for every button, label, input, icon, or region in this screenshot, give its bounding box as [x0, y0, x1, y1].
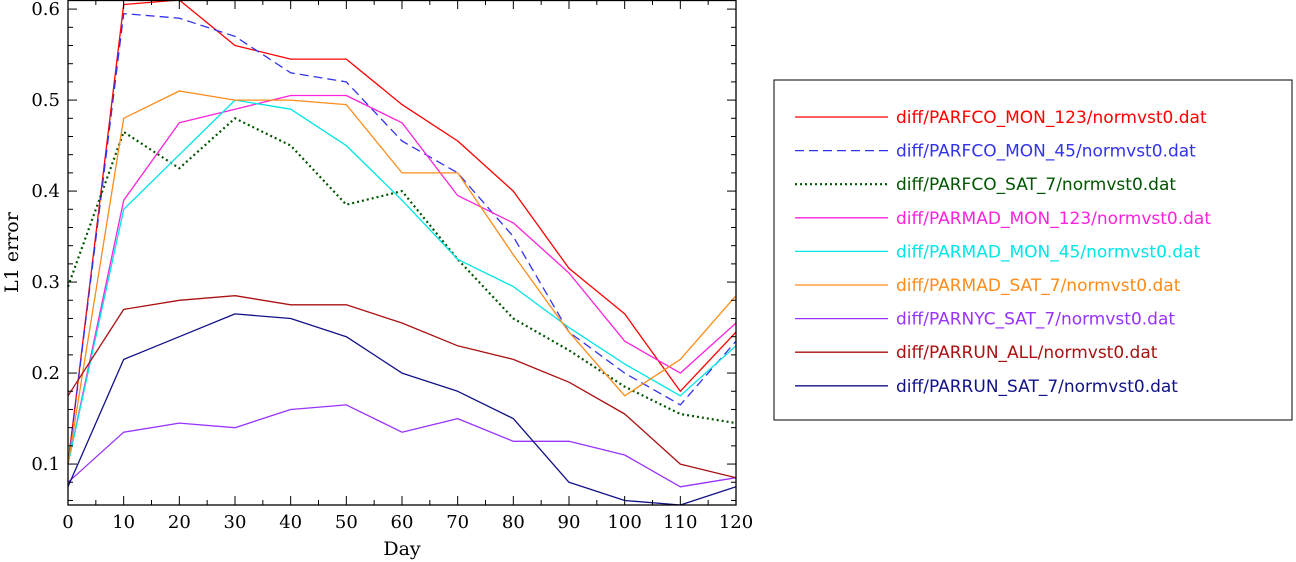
x-tick-label: 60 [391, 512, 414, 533]
x-axis-title: Day [383, 538, 421, 560]
y-tick-label: 0.3 [31, 272, 60, 293]
series-line-5 [67, 99, 737, 465]
y-tick-label: 0.2 [31, 363, 60, 384]
series-line-3 [66, 117, 737, 425]
x-tick-label: 90 [558, 512, 581, 533]
legend-label: diff/PARMAD_SAT_7/normvst0.dat [896, 276, 1181, 296]
x-tick-label: 110 [663, 512, 697, 533]
legend-entry: diff/PARRUN_ALL/normvst0.dat [795, 343, 1158, 363]
x-tick-label: 70 [446, 512, 469, 533]
series-line-6 [67, 90, 737, 465]
y-tick-label: 0.6 [31, 0, 60, 20]
series-line-7 [67, 404, 737, 488]
x-tick-label: 50 [335, 512, 358, 533]
x-tick-label: 30 [224, 512, 247, 533]
x-tick-labels: 0 10 20 30 40 50 60 70 80 90 100 110 120 [62, 512, 753, 533]
legend-label: diff/PARFCO_MON_45/normvst0.dat [896, 142, 1196, 162]
legend-label: diff/PARFCO_MON_123/normvst0.dat [896, 108, 1207, 128]
x-tick-label: 0 [62, 512, 73, 533]
legend-entry: diff/PARFCO_MON_45/normvst0.dat [795, 142, 1196, 162]
legend-entry: diff/PARFCO_SAT_7/normvst0.dat [795, 175, 1176, 195]
y-tick-label: 0.5 [31, 90, 60, 111]
x-tick-label: 40 [279, 512, 302, 533]
y-tick-label: 0.1 [31, 454, 60, 475]
legend-entry: diff/PARNYC_SAT_7/normvst0.dat [795, 310, 1175, 330]
legend-entry: diff/PARMAD_MON_123/normvst0.dat [795, 209, 1211, 229]
x-tick-label: 80 [502, 512, 525, 533]
x-tick-label: 10 [112, 512, 135, 533]
y-axis-title: L1 error [1, 211, 23, 293]
legend-entry: diff/PARRUN_SAT_7/normvst0.dat [795, 377, 1178, 397]
y-tick-labels: 0.1 0.2 0.3 0.4 0.5 0.6 [31, 0, 60, 475]
x-tick-label: 100 [607, 512, 641, 533]
legend-entry: diff/PARMAD_SAT_7/normvst0.dat [795, 276, 1181, 296]
series-line-4 [67, 94, 737, 465]
legend-label: diff/PARMAD_MON_45/normvst0.dat [896, 242, 1201, 262]
legend-label: diff/PARMAD_MON_123/normvst0.dat [896, 209, 1211, 229]
series-layer [66, 0, 737, 506]
series-line-1 [67, 0, 737, 465]
y-tick-label: 0.4 [31, 181, 60, 202]
legend: diff/PARFCO_MON_123/normvst0.dat diff/PAR… [795, 108, 1211, 397]
plot-frame [67, 0, 737, 506]
series-line-8 [67, 295, 737, 479]
legend-label: diff/PARRUN_SAT_7/normvst0.dat [896, 377, 1178, 397]
tick-layer [67, 0, 737, 505]
x-tick-label: 120 [719, 512, 753, 533]
legend-entry: diff/PARMAD_MON_45/normvst0.dat [795, 242, 1201, 262]
legend-label: diff/PARNYC_SAT_7/normvst0.dat [896, 310, 1175, 330]
legend-entry: diff/PARFCO_MON_123/normvst0.dat [795, 108, 1207, 128]
legend-label: diff/PARFCO_SAT_7/normvst0.dat [896, 175, 1176, 195]
series-line-2 [67, 12, 737, 465]
legend-label: diff/PARRUN_ALL/normvst0.dat [896, 343, 1158, 363]
legend-box [773, 79, 1293, 421]
x-tick-label: 20 [168, 512, 191, 533]
series-line-9 [67, 313, 737, 506]
